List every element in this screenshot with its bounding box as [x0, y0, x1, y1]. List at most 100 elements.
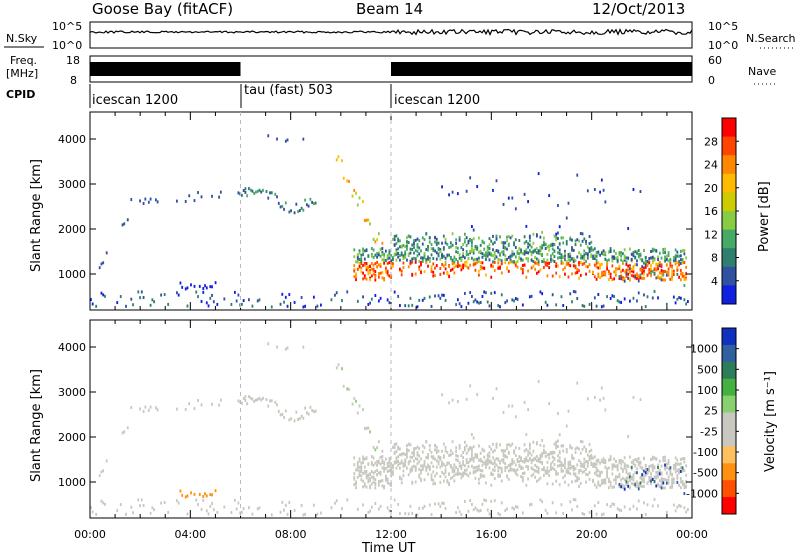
velocity-cell — [685, 510, 688, 514]
velocity-cell — [458, 444, 461, 448]
power-cell — [462, 248, 465, 252]
velocity-cell — [413, 447, 415, 451]
power-cell — [562, 241, 565, 245]
power-cell — [641, 271, 644, 275]
power-cell — [625, 256, 628, 260]
power-cell — [219, 190, 222, 194]
power-cell — [657, 267, 659, 271]
power-cell — [409, 235, 412, 239]
power-cell — [95, 304, 98, 308]
velocity-cell — [511, 468, 514, 472]
power-cell — [683, 274, 686, 278]
power-cell — [499, 252, 501, 256]
power-cell — [564, 251, 566, 255]
velocity-cell — [362, 408, 364, 412]
power-cell — [551, 274, 554, 278]
velocity-cell — [370, 455, 373, 459]
velocity-cell — [606, 467, 609, 471]
velocity-cell — [562, 444, 565, 448]
velocity-cell — [242, 507, 245, 511]
velocity-cell — [370, 505, 373, 509]
power-cell — [599, 266, 601, 270]
power-cell — [284, 139, 287, 143]
power-cell — [685, 302, 688, 306]
power-cell — [632, 265, 635, 269]
power-cell — [451, 262, 454, 266]
power-cell — [495, 234, 498, 238]
power-cell — [376, 252, 379, 256]
velocity-cell — [383, 486, 386, 490]
power-cell — [467, 257, 470, 261]
power-cell — [392, 258, 394, 262]
velocity-cell — [335, 499, 338, 503]
power-cell — [586, 245, 589, 249]
velocity-cell — [622, 484, 624, 488]
velocity-cell — [557, 412, 559, 416]
power-cell — [543, 260, 545, 264]
power-cell — [534, 255, 537, 259]
velocity-cell — [439, 504, 442, 508]
velocity-cell — [569, 460, 572, 464]
power-cell — [530, 258, 533, 262]
velocity-cell — [428, 448, 431, 452]
power-cell — [481, 261, 484, 265]
velocity-cell — [595, 469, 598, 473]
power-cell — [399, 304, 401, 308]
power-cell — [672, 259, 675, 263]
power-cell — [604, 270, 607, 274]
velocity-cell — [627, 472, 630, 476]
velocity-cell — [650, 464, 652, 468]
velocity-cell — [395, 442, 398, 446]
freq-label-2: [MHz] — [6, 67, 38, 80]
power-cell — [451, 258, 454, 262]
velocity-cell — [581, 512, 584, 516]
power-cell — [207, 304, 210, 308]
velocity-cell — [195, 498, 198, 502]
colorbar-cell — [722, 173, 736, 193]
power-cell — [539, 290, 542, 294]
velocity-cell — [623, 462, 626, 466]
velocity-cell — [418, 460, 421, 464]
power-cell — [574, 266, 577, 270]
power-cell — [474, 298, 477, 302]
power-cell — [506, 257, 508, 261]
velocity-cell — [499, 513, 501, 517]
velocity-cell — [434, 474, 436, 478]
power-cell — [430, 265, 433, 269]
velocity-cell — [462, 456, 465, 460]
power-cell — [618, 264, 621, 268]
power-cell — [362, 263, 364, 267]
power-cell — [478, 301, 480, 305]
velocity-cell — [369, 477, 371, 481]
colorbar-cell — [722, 328, 736, 346]
velocity-cell — [356, 468, 359, 472]
power-cell — [514, 297, 517, 301]
power-cell — [360, 253, 363, 257]
colorbar-cell — [722, 480, 736, 498]
velocity-cell — [622, 469, 624, 473]
power-cell — [434, 266, 436, 270]
power-cell — [425, 260, 428, 264]
power-cell — [629, 277, 631, 281]
velocity-cell — [439, 458, 442, 462]
power-cell — [448, 265, 450, 269]
velocity-cell — [442, 462, 445, 466]
xtick-label: 04:00 — [174, 528, 206, 541]
velocity-cell — [574, 474, 577, 478]
power-cell — [618, 251, 621, 255]
velocity-cell — [388, 482, 391, 486]
power-cell — [588, 302, 591, 306]
velocity-cell — [513, 507, 515, 511]
power-cell — [456, 251, 459, 255]
velocity-cell — [644, 513, 647, 517]
velocity-cell — [546, 466, 549, 470]
velocity-cell — [302, 345, 305, 349]
power-cell — [502, 241, 505, 245]
power-cell — [597, 250, 600, 254]
velocity-cell — [527, 453, 530, 457]
power-cell — [395, 250, 398, 254]
velocity-cell — [539, 460, 542, 464]
colorbar-tick-label: 12 — [704, 228, 718, 241]
power-cell — [616, 255, 619, 259]
nsky-trace — [89, 28, 693, 36]
